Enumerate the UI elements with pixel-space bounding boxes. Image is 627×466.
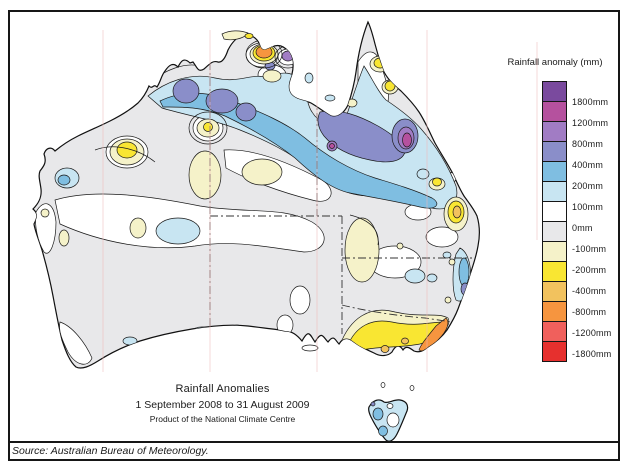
legend-label: 400mm <box>572 159 604 170</box>
mornington-island <box>324 94 336 102</box>
legend-label: 100mm <box>572 201 604 212</box>
region-negative-400 <box>380 205 462 353</box>
tiwi-islands <box>221 30 249 41</box>
caption-divider <box>8 441 620 443</box>
graticule <box>102 30 538 372</box>
legend-label: -800mm <box>572 306 607 317</box>
legend-color-box <box>542 121 567 142</box>
legend-color-box <box>542 141 567 162</box>
legend-color-box <box>542 241 567 262</box>
legend-title: Rainfall anomaly (mm) <box>507 57 603 68</box>
legend-label: 0mm <box>572 222 593 233</box>
region-positive-200 <box>57 92 470 287</box>
legend-label: 1800mm <box>572 96 609 107</box>
kangaroo-island <box>301 344 319 352</box>
map-product-note: Product of the National Climate Centre <box>149 414 296 424</box>
melville-yellow-spot <box>244 33 254 39</box>
legend-color-box <box>542 341 567 362</box>
legend-color-box <box>542 321 567 342</box>
legend-label: -100mm <box>572 243 607 254</box>
islands <box>221 30 415 391</box>
legend-color-box <box>542 101 567 122</box>
source-caption: Source: Australian Bureau of Meteorology… <box>12 445 209 457</box>
legend-color-box <box>542 301 567 322</box>
region-positive-1200 <box>329 132 412 149</box>
legend-label: -400mm <box>572 285 607 296</box>
legend-color-box <box>542 261 567 282</box>
legend-color-box <box>542 181 567 202</box>
legend-color-box <box>542 221 567 242</box>
legend-label: -200mm <box>572 264 607 275</box>
legend-color-scale <box>542 81 567 362</box>
legend-color-box <box>542 281 567 302</box>
tasmania <box>368 399 409 442</box>
title-block: Rainfall Anomalies 1 September 2008 to 3… <box>70 383 375 424</box>
region-positive-400 <box>172 61 470 296</box>
legend-label: 200mm <box>572 180 604 191</box>
groote-eylandt <box>304 72 314 84</box>
flinders-island <box>409 385 415 391</box>
mainland <box>32 20 480 369</box>
legend-label: -1200mm <box>572 327 612 338</box>
legend-color-box <box>542 81 567 102</box>
legend-color-box <box>542 161 567 182</box>
legend-color-box <box>542 201 567 222</box>
legend: Rainfall anomaly (mm) 1800mm 1200mm 800m… <box>494 57 624 397</box>
legend-label: -1800mm <box>572 348 612 359</box>
king-island <box>380 382 386 388</box>
legend-label: 1200mm <box>572 117 609 128</box>
legend-label: 800mm <box>572 138 604 149</box>
map-subtitle-date: 1 September 2008 to 31 August 2009 <box>135 399 310 411</box>
map-title: Rainfall Anomalies <box>175 383 270 395</box>
